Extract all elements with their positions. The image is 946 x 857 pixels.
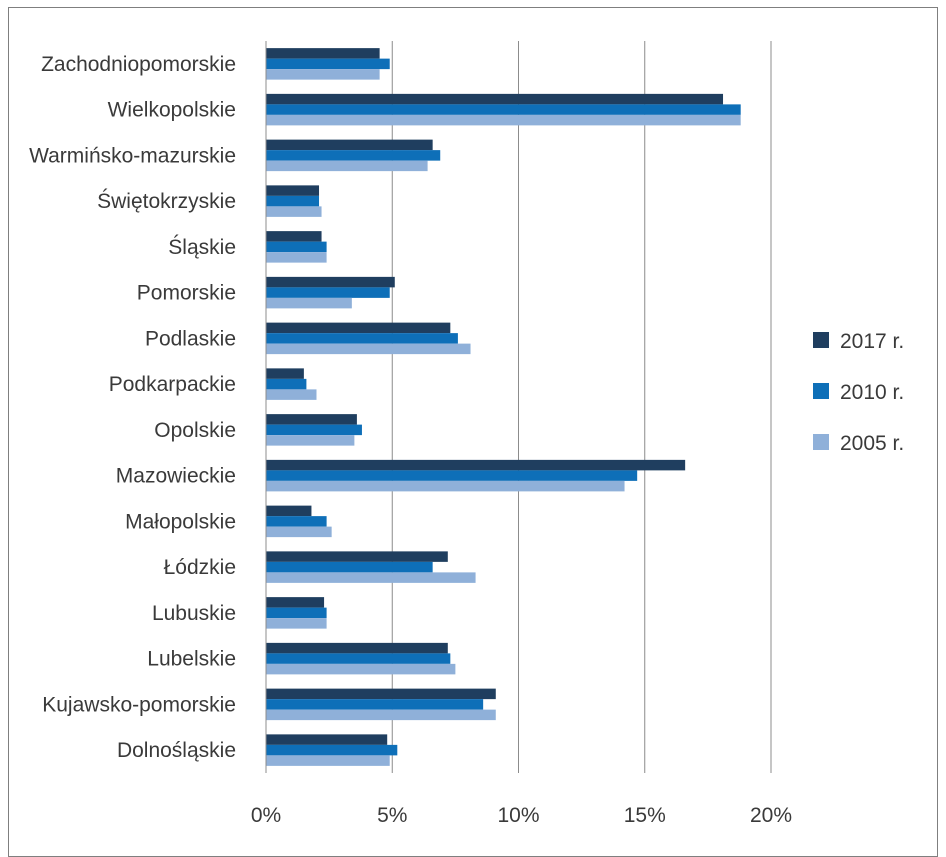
category-label: Zachodniopomorskie <box>41 53 236 76</box>
bar <box>266 185 320 196</box>
category-label: Wielkopolskie <box>108 99 236 122</box>
category-label: Śląskie <box>168 235 236 259</box>
category-label: Warmińsko-mazurskie <box>29 144 236 167</box>
legend-label: 2010 r. <box>840 381 904 404</box>
bar <box>266 607 327 619</box>
bar <box>266 551 448 562</box>
legend-swatch <box>813 434 829 450</box>
bar <box>266 709 496 721</box>
bar <box>266 424 362 436</box>
bar <box>266 93 724 105</box>
x-tick-label: 15% <box>624 804 666 827</box>
bar <box>266 252 327 263</box>
bar <box>266 333 458 344</box>
category-label: Świętokrzyskie <box>97 189 236 213</box>
bar <box>266 139 433 151</box>
category-label: Dolnośląskie <box>117 739 236 762</box>
bar <box>266 663 456 675</box>
category-label: Lubuskie <box>152 602 236 625</box>
bar <box>266 480 625 492</box>
category-label: Podlaskie <box>145 327 236 350</box>
bar <box>266 160 428 172</box>
bar <box>266 597 325 608</box>
bar <box>266 744 398 756</box>
category-label: Podkarpackie <box>109 373 236 396</box>
bar <box>266 459 686 471</box>
bar <box>266 287 390 298</box>
bar <box>266 642 448 654</box>
bar <box>266 618 327 629</box>
bar <box>266 69 380 80</box>
bar <box>266 276 395 288</box>
category-label: Małopolskie <box>125 510 236 533</box>
bar <box>266 505 312 517</box>
category-label: Łódzkie <box>164 556 236 579</box>
bar <box>266 572 476 583</box>
category-label: Kujawsko-pomorskie <box>42 693 236 716</box>
bar <box>266 414 357 425</box>
bar <box>266 58 390 70</box>
x-tick-labels: 0% 5% 10% 15% 20% <box>251 804 792 827</box>
category-labels: Zachodniopomorskie Wielkopolskie Warmińsko… <box>29 53 236 762</box>
bar <box>266 516 327 527</box>
bar <box>266 653 451 664</box>
bar <box>266 378 307 390</box>
bar <box>266 688 496 700</box>
bar <box>266 206 322 217</box>
bar <box>266 231 322 242</box>
bar <box>266 104 741 115</box>
legend-label: 2017 r. <box>840 330 904 353</box>
bar <box>266 48 380 59</box>
x-tick-label: 5% <box>377 804 407 827</box>
x-tick-label: 10% <box>497 804 539 827</box>
bar <box>266 343 471 355</box>
bar <box>266 699 484 710</box>
x-tick-label: 0% <box>251 804 281 827</box>
category-label: Pomorskie <box>137 282 236 305</box>
bar <box>266 241 327 253</box>
bars <box>266 48 741 766</box>
bar <box>266 368 304 379</box>
category-label: Mazowieckie <box>116 465 236 488</box>
bar <box>266 470 638 481</box>
bar <box>266 195 320 207</box>
bar <box>266 755 390 766</box>
bar <box>266 526 332 538</box>
bar <box>266 734 388 745</box>
legend: 2017 r. 2010 r. 2005 r. <box>813 330 904 455</box>
bar <box>266 114 741 126</box>
bar <box>266 150 441 161</box>
bar <box>266 322 451 334</box>
bar <box>266 389 317 400</box>
legend-swatch <box>813 383 829 399</box>
category-label: Opolskie <box>154 419 236 442</box>
category-label: Lubelskie <box>147 648 236 671</box>
legend-swatch <box>813 332 829 348</box>
bar <box>266 435 355 446</box>
x-tick-label: 20% <box>750 804 792 827</box>
legend-label: 2005 r. <box>840 432 904 455</box>
bar <box>266 297 352 309</box>
bar <box>266 561 433 573</box>
